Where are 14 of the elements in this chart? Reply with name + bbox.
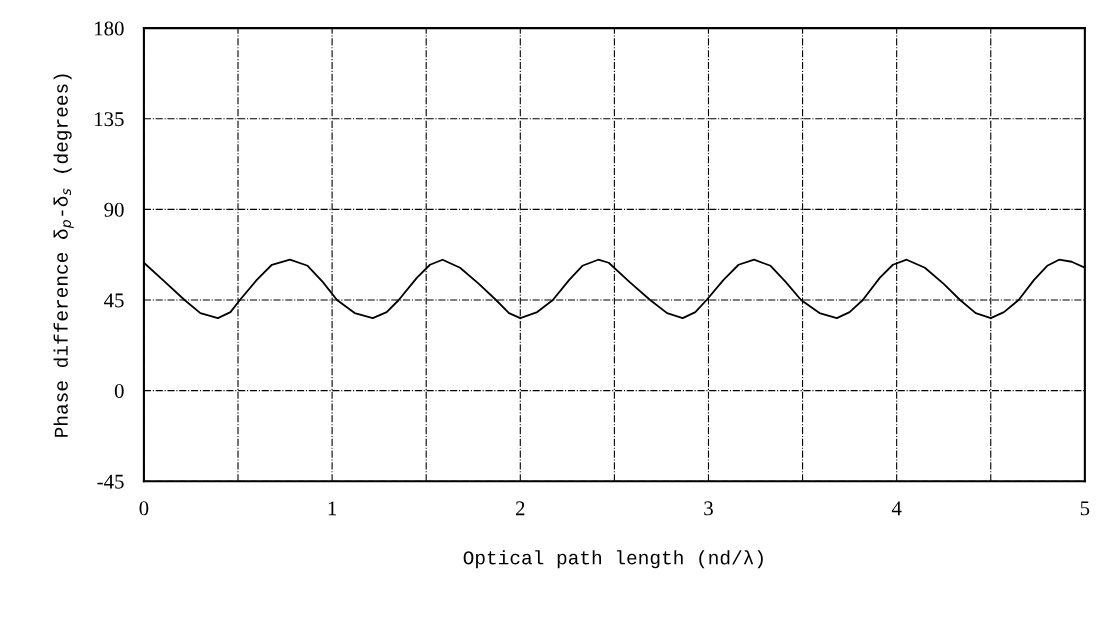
x-axis-title: Optical path length (nd/λ) (463, 550, 763, 569)
y-tick-label: 180 (95, 21, 124, 36)
x-tick-label: 0 (139, 501, 149, 516)
y-tick-label: 135 (95, 112, 124, 127)
y-tick-label: 0 (114, 384, 124, 399)
x-tick-label: 3 (704, 501, 713, 516)
y-tick-label: 90 (104, 202, 124, 217)
x-tick-label: 1 (328, 501, 337, 516)
y-tick-label: 45 (104, 293, 124, 308)
x-tick-label: 5 (1080, 501, 1090, 516)
x-tick-label: 2 (516, 501, 525, 516)
y-axis-title: Phase difference δ$_{p}$-δ$_{s}$ (degrees) (53, 74, 74, 437)
x-tick-label: 4 (891, 501, 902, 516)
y-tick-label: -45 (97, 474, 124, 489)
